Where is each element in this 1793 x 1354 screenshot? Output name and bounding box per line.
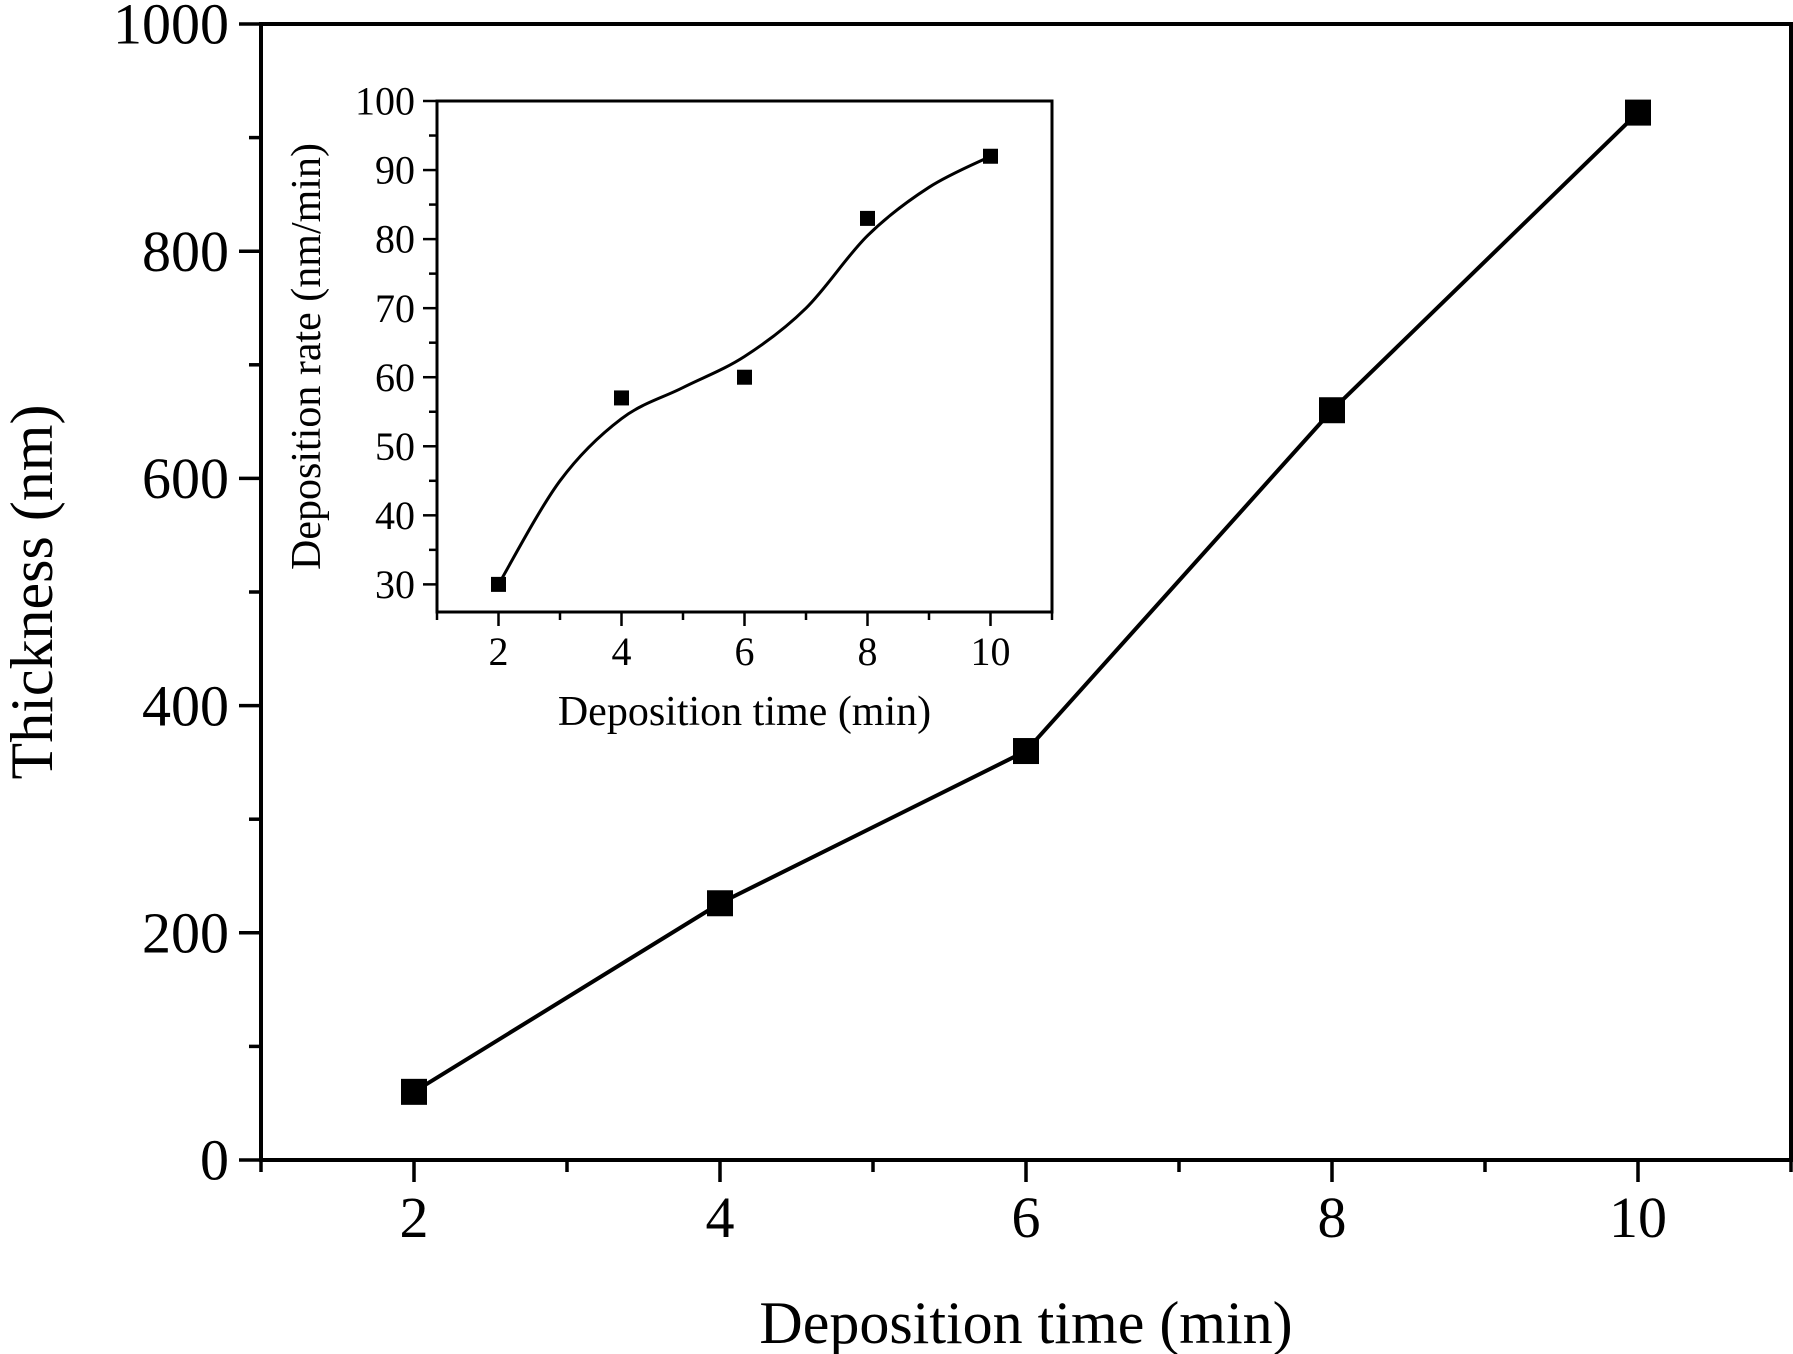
- main-x-tick-label: 8: [1318, 1185, 1347, 1250]
- main-data-point: [401, 1078, 427, 1105]
- inset-x-tick-label: 4: [612, 629, 632, 674]
- main-data-point: [1013, 738, 1039, 765]
- main-series: [401, 99, 1651, 1105]
- inset-data-point: [860, 210, 875, 226]
- main-x-tick-label: 6: [1012, 1185, 1041, 1250]
- inset-y-tick-label: 100: [355, 79, 415, 124]
- main-data-point: [707, 890, 733, 917]
- inset-chart: 30 40 50 60 70 80 90 100 2 4 6 8 10 Deposition time…: [284, 79, 1054, 735]
- inset-y-tick-label: 90: [375, 148, 415, 193]
- inset-y-tick-label: 30: [375, 562, 415, 607]
- main-data-point: [1625, 99, 1651, 126]
- inset-y-tick-label: 40: [375, 493, 415, 538]
- inset-data-point: [614, 390, 629, 406]
- main-y-tick-label: 800: [142, 219, 229, 284]
- main-x-tick-label: 10: [1609, 1185, 1667, 1250]
- main-x-axis-ticks: 2 4 6 8 10: [259, 1160, 1793, 1250]
- main-y-tick-label: 1000: [113, 0, 229, 57]
- inset-x-axis-ticks: 2 4 6 8 10: [435, 612, 1054, 674]
- inset-y-axis-label: Deposition rate (nm/min): [284, 143, 330, 570]
- main-y-axis-ticks: 0 200 400 600 800 1000: [113, 0, 261, 1193]
- inset-data-point: [737, 369, 752, 385]
- main-x-axis-label: Deposition time (min): [759, 1290, 1292, 1354]
- main-y-tick-label: 0: [200, 1128, 229, 1193]
- inset-y-tick-label: 70: [375, 286, 415, 331]
- inset-y-axis-ticks: 30 40 50 60 70 80 90 100: [355, 79, 437, 607]
- inset-x-tick-label: 10: [971, 629, 1011, 674]
- inset-data-point: [983, 148, 998, 164]
- inset-x-axis-label: Deposition time (min): [558, 689, 931, 735]
- main-y-tick-label: 400: [142, 673, 229, 738]
- main-x-tick-label: 2: [400, 1185, 429, 1250]
- inset-fit-curve: [497, 154, 992, 586]
- inset-x-tick-label: 6: [735, 629, 755, 674]
- inset-y-tick-label: 60: [375, 355, 415, 400]
- main-y-tick-label: 200: [142, 901, 229, 966]
- inset-y-tick-label: 80: [375, 217, 415, 262]
- inset-y-tick-label: 50: [375, 424, 415, 469]
- main-data-point: [1319, 397, 1345, 424]
- inset-series: [491, 148, 998, 592]
- main-y-tick-label: 600: [142, 446, 229, 511]
- inset-data-point: [491, 576, 506, 592]
- main-x-tick-label: 4: [706, 1185, 735, 1250]
- inset-x-tick-label: 2: [489, 629, 509, 674]
- inset-x-tick-label: 8: [858, 629, 878, 674]
- main-y-axis-label: Thickness (nm): [0, 405, 65, 780]
